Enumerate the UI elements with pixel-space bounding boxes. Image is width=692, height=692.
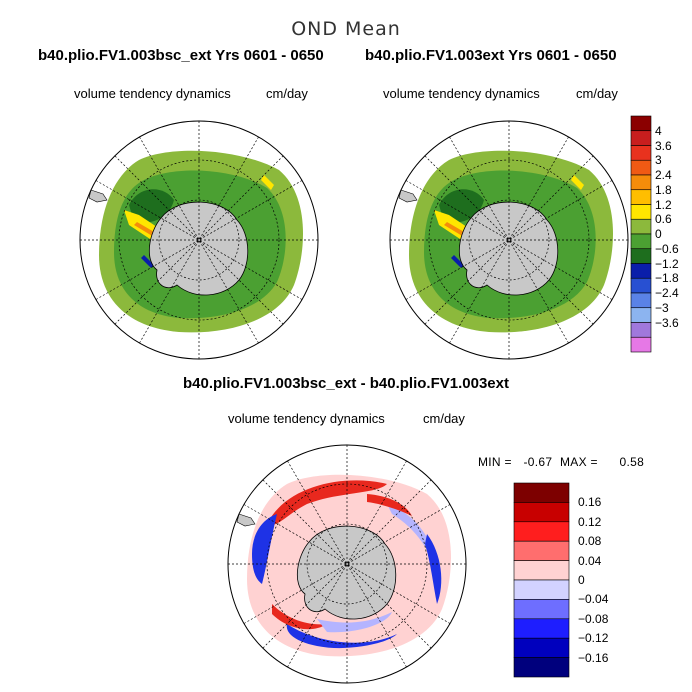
- diff-colorbar-swatch: [513, 579, 570, 600]
- diff-colorbar-swatch: [513, 540, 570, 561]
- diff-field-blue-3: [425, 534, 442, 604]
- top-colorbar-swatch: [630, 130, 652, 146]
- diff-field-red-3: [367, 494, 412, 516]
- diff-colorbar-label: 0.08: [578, 534, 602, 549]
- top-colorbar-label: −1.2: [655, 256, 679, 271]
- top-colorbar-swatch: [630, 322, 652, 338]
- diff-colorbar-label: 0.12: [578, 514, 602, 529]
- diff-colorbar-label: 0.04: [578, 553, 602, 568]
- top-colorbar-swatch: [630, 174, 652, 191]
- diff-field-lightblue-2: [317, 612, 392, 633]
- diff-colorbar-label: −0.04: [578, 592, 609, 607]
- diff-colorbar-label: −0.16: [578, 650, 609, 665]
- left-map-border: [79, 120, 319, 360]
- right-antarctica: [458, 201, 559, 296]
- top-colorbar-label: 2.4: [655, 168, 672, 182]
- diff-colorbar-label: −0.08: [578, 611, 609, 626]
- diff-min-label: MIN =: [478, 455, 512, 469]
- top-colorbar: [630, 115, 652, 353]
- top-colorbar-label: −2.4: [655, 286, 679, 300]
- left-graticule: [80, 121, 318, 359]
- left-field-dark: [129, 189, 174, 223]
- left-antarctica: [148, 201, 249, 296]
- top-colorbar-label: −3: [655, 300, 669, 315]
- diff-max-value: 0.58: [619, 455, 645, 469]
- top-colorbar-swatch: [630, 145, 652, 161]
- diff-colorbar-label: 0.16: [578, 495, 602, 510]
- left-panel-units: cm/day: [266, 86, 308, 101]
- diff-colorbar-swatch: [513, 482, 570, 503]
- top-colorbar-label: 0: [655, 227, 662, 241]
- diff-field-red-1: [267, 480, 387, 525]
- diff-panel-title: b40.plio.FV1.003bsc_ext - b40.plio.FV1.0…: [183, 375, 509, 392]
- diff-graticule: [228, 445, 466, 683]
- diff-field-red-2: [272, 604, 327, 630]
- top-colorbar-swatch: [630, 189, 652, 205]
- right-field-dark: [439, 189, 484, 223]
- left-field-yellow-ne: [261, 175, 274, 190]
- top-colorbar-swatch: [630, 204, 652, 220]
- diff-polar-map: [227, 444, 467, 684]
- right-field-blue: [451, 255, 464, 268]
- left-field-blue: [141, 255, 154, 268]
- top-colorbar-swatch: [630, 263, 652, 279]
- top-colorbar-label: 3: [655, 153, 662, 168]
- top-colorbar-label: −1.8: [655, 271, 679, 286]
- top-colorbar-swatch: [630, 336, 652, 353]
- figure-title: OND Mean: [291, 18, 401, 40]
- diff-colorbar-swatch: [513, 560, 570, 581]
- top-colorbar-label: 1.8: [655, 182, 672, 197]
- diff-field-blue-1: [252, 514, 277, 584]
- top-colorbar-label: 3.6: [655, 138, 672, 153]
- diff-field-blue-2: [286, 624, 397, 649]
- top-colorbar-swatch: [630, 233, 652, 250]
- diff-panel-subtitle: volume tendency dynamics: [228, 411, 385, 426]
- top-colorbar-label: −3.6: [655, 315, 679, 330]
- diff-colorbar: [513, 482, 570, 678]
- right-field-yellow-ne: [571, 175, 584, 190]
- diff-colorbar-swatch: [513, 599, 570, 620]
- left-panel-subtitle: volume tendency dynamics: [74, 86, 231, 101]
- right-panel-subtitle: volume tendency dynamics: [383, 86, 540, 101]
- diff-colorbar-swatch: [513, 618, 570, 639]
- top-colorbar-label: 0.6: [655, 212, 672, 227]
- right-polar-map: [389, 120, 629, 360]
- left-south-america: [88, 189, 108, 203]
- top-colorbar-swatch: [630, 277, 652, 294]
- right-panel-title: b40.plio.FV1.003ext Yrs 0601 - 0650: [365, 47, 617, 64]
- right-panel-units: cm/day: [576, 86, 618, 101]
- top-colorbar-label: −0.6: [655, 241, 679, 256]
- diff-panel-units: cm/day: [423, 411, 465, 426]
- diff-antarctica: [296, 525, 397, 620]
- right-south-america: [398, 189, 418, 203]
- top-colorbar-swatch: [630, 307, 652, 323]
- diff-colorbar-swatch: [513, 657, 570, 678]
- top-colorbar-swatch: [630, 159, 652, 176]
- top-colorbar-swatch: [630, 248, 652, 264]
- top-colorbar-label: 4: [655, 123, 662, 138]
- left-panel-title: b40.plio.FV1.003bsc_ext Yrs 0601 - 0650: [38, 47, 324, 64]
- top-colorbar-swatch: [630, 218, 652, 235]
- right-graticule: [390, 121, 628, 359]
- diff-colorbar-swatch: [513, 502, 570, 523]
- diff-colorbar-swatch: [513, 637, 570, 658]
- top-colorbar-label: 1.2: [655, 197, 672, 212]
- right-map-border: [389, 120, 629, 360]
- diff-map-border: [227, 444, 467, 684]
- diff-colorbar-label: 0: [578, 573, 585, 587]
- diff-colorbar-swatch: [513, 521, 570, 542]
- diff-max-label: MAX =: [559, 455, 598, 469]
- top-colorbar-swatch: [630, 115, 652, 132]
- diff-south-america: [236, 513, 256, 527]
- diff-min-max: MIN = -0.67 MAX = 0.58: [478, 455, 644, 469]
- top-colorbar-swatch: [630, 292, 652, 309]
- diff-colorbar-label: −0.12: [578, 631, 609, 646]
- diff-min-value: -0.67: [523, 455, 553, 469]
- left-polar-map: [79, 120, 319, 360]
